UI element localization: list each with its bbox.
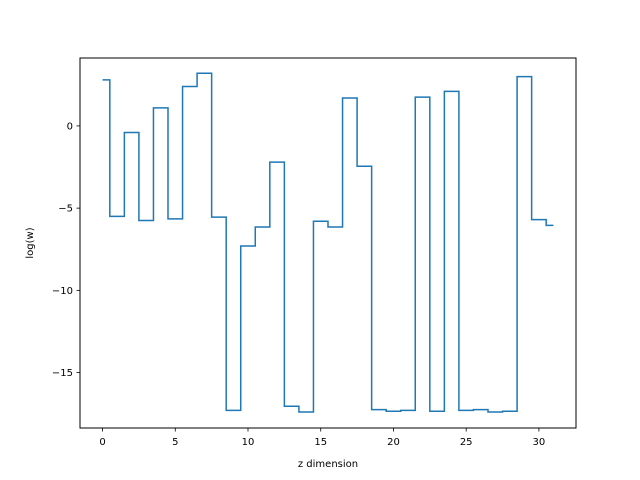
axes-layer <box>79 57 577 429</box>
y-ticks: 0 −5 −10 −15 <box>52 121 80 379</box>
x-ticks: 0 5 10 15 20 25 30 <box>99 428 545 448</box>
x-tick-label: 20 <box>387 437 400 448</box>
plot-area <box>80 58 576 428</box>
x-tick-label: 25 <box>460 437 473 448</box>
x-tick-label: 5 <box>172 437 178 448</box>
x-tick-label: 15 <box>314 437 327 448</box>
x-tick-label: 10 <box>242 437 255 448</box>
y-axis-label: log(w) <box>25 227 36 258</box>
y-tick-label: −5 <box>58 204 73 215</box>
data-layer <box>102 72 554 413</box>
series-line <box>102 72 554 413</box>
plot-frame <box>79 57 577 429</box>
y-tick-label: −10 <box>52 286 73 297</box>
x-axis-label: z dimension <box>298 459 358 470</box>
x-tick-label: 30 <box>533 437 546 448</box>
x-tick-label: 0 <box>99 437 105 448</box>
y-tick-label: −15 <box>52 368 73 379</box>
y-tick-label: 0 <box>67 121 73 132</box>
